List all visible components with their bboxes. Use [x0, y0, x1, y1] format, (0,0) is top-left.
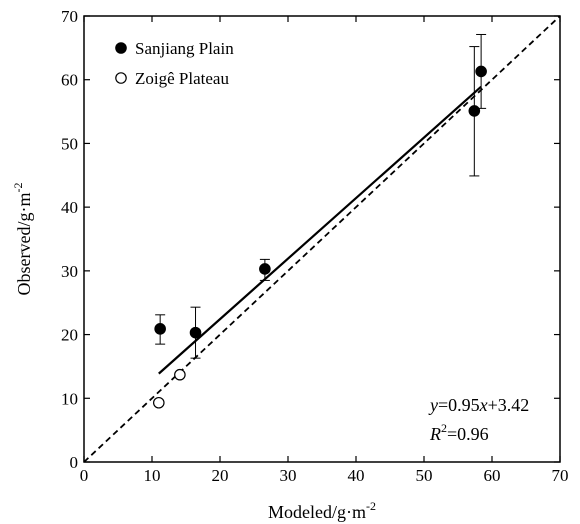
y-tick-label-6: 60	[61, 71, 78, 90]
points-layer	[153, 65, 487, 409]
x-tick-label-5: 50	[416, 466, 433, 485]
data-point-s0-p2	[259, 263, 271, 275]
y-tick-label-3: 30	[61, 262, 78, 281]
legend-marker-zoige	[115, 72, 127, 84]
y-tick-label-0: 0	[70, 453, 79, 472]
x-tick-label-2: 20	[212, 466, 229, 485]
fit-line-layer	[158, 85, 482, 375]
data-point-s0-p0	[154, 323, 166, 335]
y-tick-label-1: 10	[61, 389, 78, 408]
eq-x: x	[479, 395, 488, 415]
y-tick-label-2: 20	[61, 326, 78, 345]
x-axis-label-text: Modeled/g·m	[268, 502, 366, 522]
legend-label-zoige: Zoigê Plateau	[135, 69, 229, 88]
eq-intercept: +3.42	[488, 395, 530, 415]
x-axis-label: Modeled/g·m-2	[268, 499, 376, 522]
y-axis-label-sup: -2	[11, 183, 25, 193]
r2-value: =0.96	[447, 424, 489, 444]
y-axis-label: Observed/g·m-2	[11, 183, 34, 296]
y-tick-label-4: 40	[61, 198, 78, 217]
data-point-s0-p4	[475, 65, 487, 78]
data-point-s0-p1	[189, 326, 202, 339]
y-tick-label-7: 70	[61, 7, 78, 26]
x-tick-label-1: 10	[144, 466, 161, 485]
legend: Sanjiang Plain Zoigê Plateau	[115, 39, 234, 88]
x-tick-label-0: 0	[80, 466, 89, 485]
x-tick-label-4: 40	[348, 466, 365, 485]
r2-superscript: 2	[441, 421, 447, 435]
legend-marker-sanjiang	[115, 42, 127, 54]
fit-equation: y=0.95x+3.42	[428, 395, 529, 415]
data-point-s0-p3	[468, 105, 481, 117]
r2-r: R	[429, 424, 441, 444]
plot-frame	[83, 15, 561, 463]
fit-line	[158, 85, 482, 375]
x-tick-label-3: 30	[280, 466, 297, 485]
x-tick-label-6: 60	[484, 466, 501, 485]
eq-slope: =0.95	[438, 395, 480, 415]
x-axis-label-sup: -2	[366, 499, 376, 513]
tick-layer: 0 10 20 30 40 50 60 70 0 10 20 30 40 50 60 70	[61, 7, 569, 485]
data-point-s1-p1	[174, 368, 186, 381]
r-squared: R2=0.96	[429, 421, 489, 444]
eq-y: y	[428, 395, 438, 415]
data-point-s1-p0	[153, 396, 165, 409]
legend-label-sanjiang: Sanjiang Plain	[135, 39, 234, 58]
x-tick-label-7: 70	[552, 466, 569, 485]
y-axis-label-text: Observed/g·m	[14, 193, 34, 296]
y-tick-label-5: 50	[61, 134, 78, 153]
